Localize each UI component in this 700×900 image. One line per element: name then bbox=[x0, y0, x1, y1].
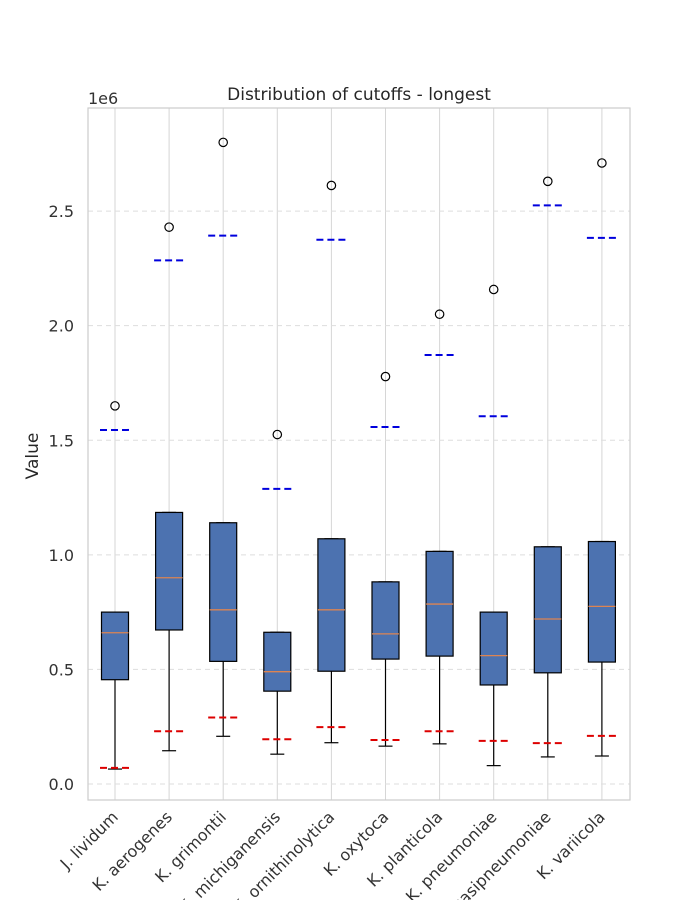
box-iqr bbox=[155, 511, 184, 631]
y-tick-label: 2.5 bbox=[49, 202, 74, 221]
outlier-point bbox=[326, 180, 337, 191]
plot-area-frame bbox=[87, 107, 631, 801]
outlier-point bbox=[380, 371, 391, 382]
y-tick-label: 1.0 bbox=[49, 546, 74, 565]
box-iqr bbox=[263, 631, 292, 692]
y-tick-label: 0.0 bbox=[49, 775, 74, 794]
box-iqr bbox=[587, 540, 617, 663]
outlier-point bbox=[272, 429, 283, 440]
box-iqr bbox=[317, 538, 346, 672]
y-tick-label: 0.5 bbox=[49, 660, 74, 679]
box-iqr bbox=[479, 611, 508, 686]
outlier-point bbox=[488, 284, 499, 295]
outlier-point bbox=[164, 222, 174, 232]
box-iqr bbox=[209, 522, 238, 662]
y-offset-label: 1e6 bbox=[88, 89, 118, 108]
outlier-point bbox=[542, 176, 553, 187]
chart-title: Distribution of cutoffs - longest bbox=[227, 85, 491, 105]
box-iqr bbox=[100, 611, 130, 681]
box-iqr bbox=[533, 546, 562, 674]
y-tick-label: 2.0 bbox=[49, 317, 74, 336]
outlier-point bbox=[218, 137, 228, 148]
outlier-point bbox=[597, 158, 607, 168]
outlier-point bbox=[110, 401, 120, 411]
outlier-point bbox=[434, 309, 445, 320]
box-iqr bbox=[371, 581, 400, 660]
y-tick-label: 1.5 bbox=[49, 431, 74, 450]
y-axis-title: Value bbox=[23, 433, 43, 480]
data-layer bbox=[100, 137, 617, 770]
